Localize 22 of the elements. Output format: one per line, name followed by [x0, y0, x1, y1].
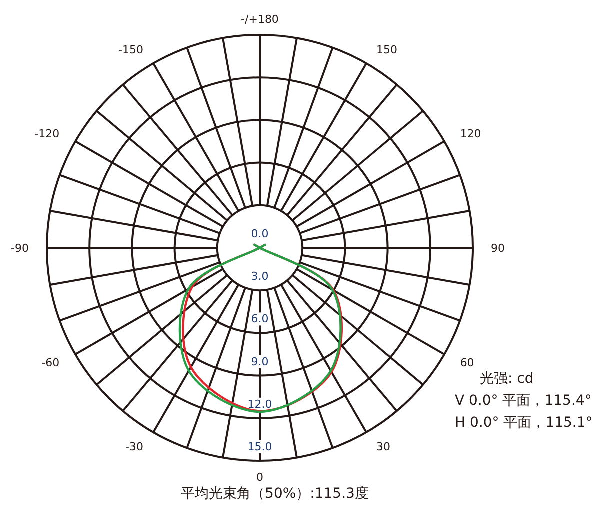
text: V 0.0° 平面，115.4° — [455, 393, 592, 409]
text: 光强: cd — [480, 371, 534, 387]
y-tick-label: 6.0 — [251, 312, 269, 326]
spoke-label: -150 — [118, 44, 144, 57]
spoke-label: -30 — [126, 440, 144, 454]
spoke-label: 30 — [376, 440, 390, 454]
spoke-label: 120 — [460, 128, 482, 140]
spoke-label: 0 — [256, 471, 264, 484]
text: H 0.0° 平面，115.1° — [455, 415, 593, 431]
spoke-label: -/+180 — [241, 13, 279, 26]
spoke-label: -60 — [42, 356, 60, 370]
spoke-label: 90 — [491, 242, 505, 255]
y-tick-label: 0.0 — [251, 228, 269, 240]
y-tick-label: 15.0 — [248, 440, 272, 454]
spoke-label: -120 — [34, 128, 60, 140]
y-tick-label: 9.0 — [251, 355, 269, 368]
y-tick-label: 3.0 — [251, 270, 269, 284]
y-tick-label: 12.0 — [248, 398, 272, 411]
spoke-label: -90 — [11, 242, 29, 255]
text: 平均光束角（50%）:115.3度 — [181, 486, 369, 502]
spoke-label: 60 — [460, 356, 474, 370]
spoke-label: 150 — [376, 44, 398, 57]
